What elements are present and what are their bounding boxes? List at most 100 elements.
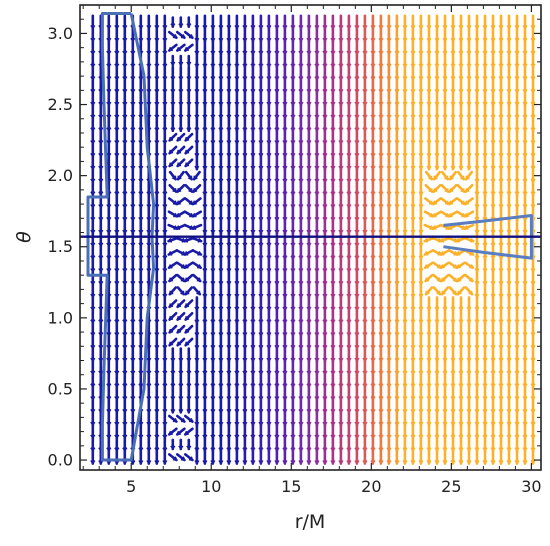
vector-arrowhead	[346, 76, 352, 81]
vector-arrowhead	[370, 434, 376, 440]
vector-arrowhead	[354, 447, 360, 453]
vector-arrowhead	[162, 344, 168, 350]
vector-arrowhead	[458, 344, 464, 350]
vector-arrowhead	[530, 140, 536, 145]
vector-arrowhead	[258, 357, 264, 363]
vector-arrowhead	[498, 165, 504, 171]
vector-arrowhead	[450, 63, 456, 69]
vector-arrowhead	[394, 370, 400, 376]
vector-arrowhead	[410, 216, 416, 222]
vector-arrow	[168, 273, 178, 283]
vector-arrowhead	[338, 178, 344, 184]
vector-arrowhead	[450, 127, 456, 133]
vector-arrowhead	[250, 229, 256, 235]
vector-arrowhead	[466, 370, 472, 376]
vector-arrowhead	[218, 370, 224, 376]
vector-arrowhead	[330, 229, 336, 235]
vector-arrowhead	[466, 344, 472, 350]
vector-arrowhead	[180, 34, 186, 39]
vector-arrowhead	[306, 268, 312, 273]
vector-arrowhead	[98, 191, 104, 197]
vector-arrowhead	[330, 37, 336, 43]
vector-arrowhead	[490, 268, 496, 273]
vector-arrowhead	[202, 255, 208, 261]
vector-arrowhead	[146, 204, 152, 210]
vector-arrowhead	[346, 191, 352, 197]
vector-arrowhead	[138, 24, 144, 30]
vector-arrowhead	[202, 280, 208, 286]
vector-arrowhead	[464, 200, 469, 205]
vector-arrowhead	[306, 460, 312, 465]
vector-arrowhead	[274, 434, 280, 440]
vector-arrowhead	[490, 421, 496, 427]
vector-arrowhead	[168, 328, 174, 334]
vector-arrowhead	[130, 152, 136, 158]
vector-arrowhead	[130, 63, 136, 69]
vector-arrowhead	[530, 37, 536, 43]
vector-arrowhead	[90, 127, 96, 133]
vector-arrowhead	[402, 242, 408, 248]
vector-arrowhead	[114, 229, 120, 235]
vector-arrowhead	[498, 370, 504, 376]
vector-arrowhead	[274, 114, 280, 120]
vector-arrowhead	[362, 204, 368, 209]
vector-arrowhead	[370, 421, 376, 427]
vector-arrowhead	[442, 76, 448, 81]
vector-arrowhead	[314, 408, 320, 414]
vector-arrowhead	[258, 114, 264, 120]
vector-arrowhead	[402, 101, 408, 107]
vector-arrowhead	[194, 37, 200, 43]
vector-arrowhead	[210, 408, 216, 414]
vector-arrowhead	[386, 50, 392, 56]
vector-arrowhead	[282, 152, 288, 158]
vector-arrowhead	[394, 204, 400, 210]
vector-arrowhead	[234, 421, 240, 427]
vector-arrowhead	[522, 370, 528, 376]
vector-arrowhead	[274, 63, 280, 69]
vector-arrowhead	[258, 204, 264, 209]
vector-arrowhead	[130, 255, 136, 261]
vector-arrowhead	[314, 101, 320, 107]
vector-arrowhead	[250, 344, 256, 350]
vector-arrowhead	[170, 408, 176, 414]
vector-arrowhead	[378, 50, 384, 56]
vector-arrowhead	[466, 50, 472, 56]
vector-arrowhead	[522, 152, 528, 158]
vector-arrowhead	[322, 140, 328, 145]
vector-arrowhead	[426, 76, 432, 81]
vector-arrowhead	[210, 165, 216, 171]
vector-arrowhead	[314, 268, 320, 273]
vector-arrowhead	[338, 421, 344, 427]
vector-arrowhead	[266, 268, 272, 273]
vector-arrowhead	[114, 332, 120, 337]
vector-arrowhead	[210, 370, 216, 376]
vector-arrowhead	[194, 127, 200, 133]
vector-arrowhead	[418, 447, 424, 453]
vector-arrowhead	[306, 280, 312, 286]
vector-arrowhead	[410, 319, 416, 325]
vector-arrowhead	[346, 421, 352, 427]
vector-arrowhead	[394, 140, 400, 146]
vector-arrowhead	[178, 357, 184, 363]
vector-arrowhead	[242, 101, 248, 107]
vector-arrowhead	[482, 50, 488, 56]
vector-arrowhead	[146, 229, 152, 235]
vector-arrowhead	[498, 63, 504, 69]
vector-arrowhead	[210, 242, 216, 248]
vector-arrowhead	[258, 447, 264, 453]
vector-arrowhead	[114, 447, 120, 453]
vector-arrowhead	[482, 383, 488, 389]
vector-arrowhead	[290, 88, 296, 94]
vector-arrowhead	[402, 344, 408, 350]
vector-arrowhead	[162, 460, 168, 466]
vector-arrowhead	[490, 140, 496, 145]
vector-arrowhead	[452, 290, 458, 296]
vector-arrowhead	[378, 255, 384, 261]
vector-arrowhead	[242, 191, 248, 197]
vector-arrowhead	[194, 344, 200, 350]
vector-arrowhead	[282, 204, 288, 209]
vector-arrowhead	[322, 255, 328, 261]
vector-arrowhead	[514, 204, 520, 209]
vector-arrowhead	[258, 88, 264, 94]
vector-arrowhead	[394, 37, 400, 43]
